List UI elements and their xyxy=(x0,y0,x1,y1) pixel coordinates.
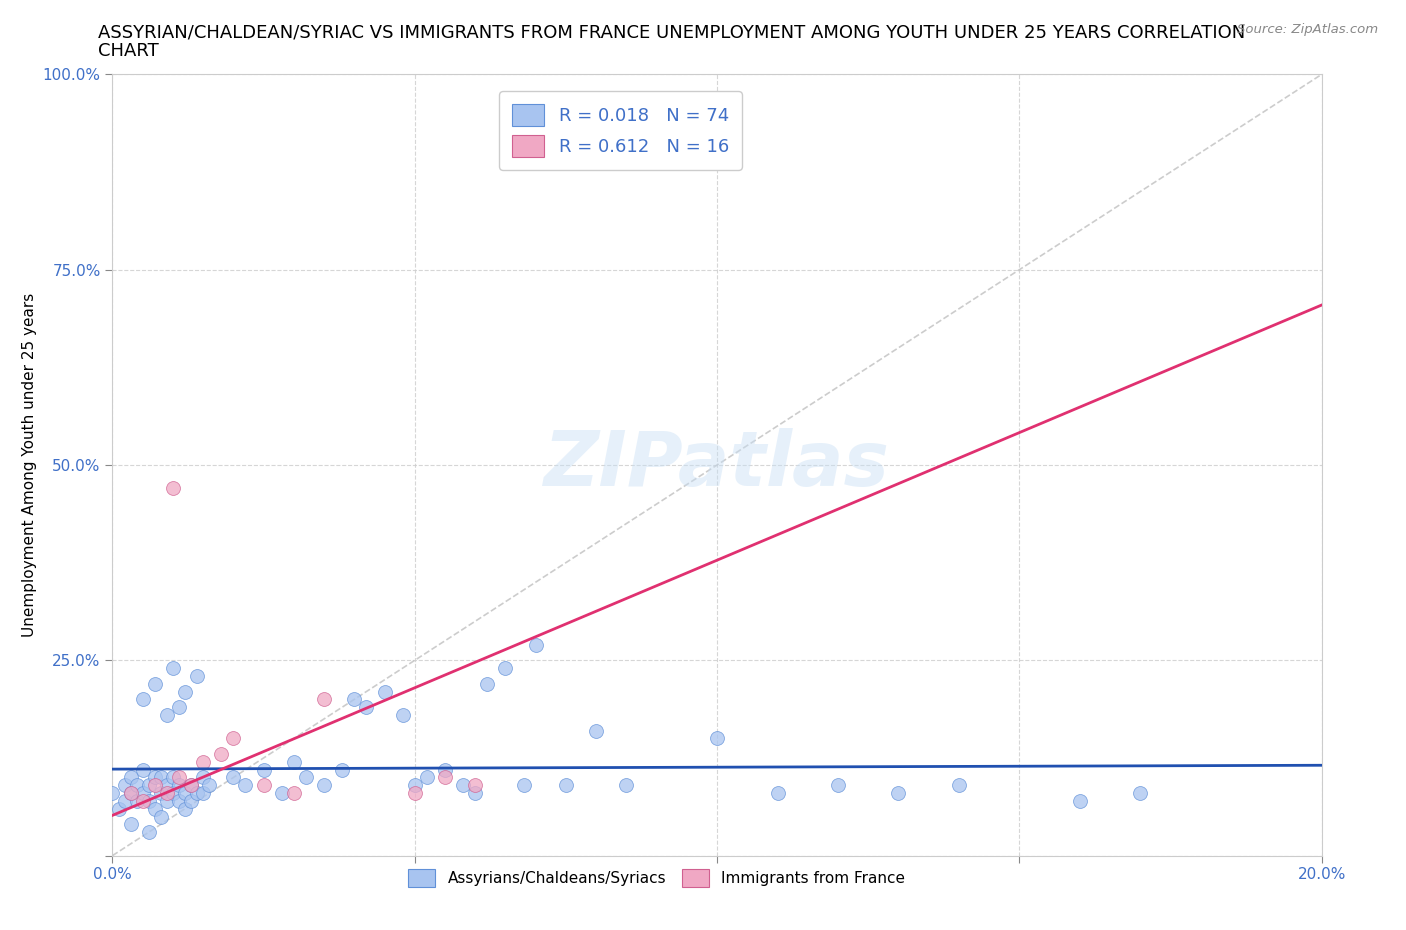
Point xyxy=(167,793,190,808)
Point xyxy=(174,684,197,699)
Point xyxy=(167,770,190,785)
Point xyxy=(433,763,456,777)
Point xyxy=(314,692,336,707)
Point xyxy=(524,637,547,652)
Point xyxy=(162,770,184,785)
Point xyxy=(162,481,184,496)
Point xyxy=(464,777,486,792)
Point xyxy=(343,692,366,707)
Point xyxy=(180,777,202,792)
Point xyxy=(1129,786,1152,801)
Point xyxy=(143,802,166,817)
Point xyxy=(162,786,184,801)
Point xyxy=(191,754,214,769)
Point xyxy=(283,786,305,801)
Point xyxy=(253,777,276,792)
Point xyxy=(143,770,166,785)
Point xyxy=(191,770,214,785)
Point xyxy=(132,793,155,808)
Point xyxy=(149,770,172,785)
Text: ASSYRIAN/CHALDEAN/SYRIAC VS IMMIGRANTS FROM FRANCE UNEMPLOYMENT AMONG YOUTH UNDE: ASSYRIAN/CHALDEAN/SYRIAC VS IMMIGRANTS F… xyxy=(98,23,1246,41)
Point xyxy=(180,793,202,808)
Point xyxy=(138,777,160,792)
Point xyxy=(222,731,245,746)
Point xyxy=(186,786,208,801)
Point xyxy=(186,669,208,684)
Point xyxy=(125,793,148,808)
Point xyxy=(143,777,166,792)
Point xyxy=(138,793,160,808)
Point xyxy=(477,676,499,691)
Point xyxy=(132,692,155,707)
Point xyxy=(180,777,202,792)
Point xyxy=(114,793,136,808)
Point xyxy=(156,793,179,808)
Point xyxy=(416,770,439,785)
Point xyxy=(887,786,910,801)
Point xyxy=(162,660,184,675)
Point xyxy=(1069,793,1091,808)
Text: ZIPatlas: ZIPatlas xyxy=(544,428,890,502)
Point xyxy=(156,708,179,723)
Point xyxy=(120,770,142,785)
Point xyxy=(827,777,849,792)
Point xyxy=(512,777,534,792)
Point xyxy=(616,777,638,792)
Point xyxy=(404,777,426,792)
Point xyxy=(295,770,318,785)
Point xyxy=(314,777,336,792)
Point xyxy=(107,802,129,817)
Point xyxy=(706,731,728,746)
Point xyxy=(404,786,426,801)
Point xyxy=(120,786,142,801)
Point xyxy=(149,786,172,801)
Point xyxy=(174,802,197,817)
Point xyxy=(374,684,396,699)
Point xyxy=(235,777,257,792)
Point xyxy=(114,777,136,792)
Point xyxy=(270,786,292,801)
Text: CHART: CHART xyxy=(98,42,159,60)
Point xyxy=(464,786,486,801)
Point xyxy=(101,786,124,801)
Point xyxy=(191,786,214,801)
Point xyxy=(174,786,197,801)
Point xyxy=(138,825,160,840)
Point xyxy=(222,770,245,785)
Text: Source: ZipAtlas.com: Source: ZipAtlas.com xyxy=(1237,23,1378,36)
Point xyxy=(120,817,142,831)
Point xyxy=(149,809,172,824)
Point xyxy=(156,786,179,801)
Point xyxy=(766,786,789,801)
Point xyxy=(167,699,190,714)
Point xyxy=(391,708,413,723)
Point xyxy=(125,777,148,792)
Point xyxy=(283,754,305,769)
Point xyxy=(253,763,276,777)
Point xyxy=(495,660,517,675)
Point xyxy=(132,763,155,777)
Point xyxy=(554,777,576,792)
Point xyxy=(330,763,353,777)
Legend: Assyrians/Chaldeans/Syriacs, Immigrants from France: Assyrians/Chaldeans/Syriacs, Immigrants … xyxy=(401,861,912,895)
Point xyxy=(356,699,378,714)
Point xyxy=(143,676,166,691)
Point xyxy=(209,747,232,762)
Y-axis label: Unemployment Among Youth under 25 years: Unemployment Among Youth under 25 years xyxy=(22,293,37,637)
Point xyxy=(585,724,607,738)
Point xyxy=(451,777,474,792)
Point xyxy=(156,777,179,792)
Point xyxy=(198,777,221,792)
Point xyxy=(167,777,190,792)
Point xyxy=(948,777,970,792)
Point xyxy=(120,786,142,801)
Point xyxy=(433,770,456,785)
Point xyxy=(132,786,155,801)
